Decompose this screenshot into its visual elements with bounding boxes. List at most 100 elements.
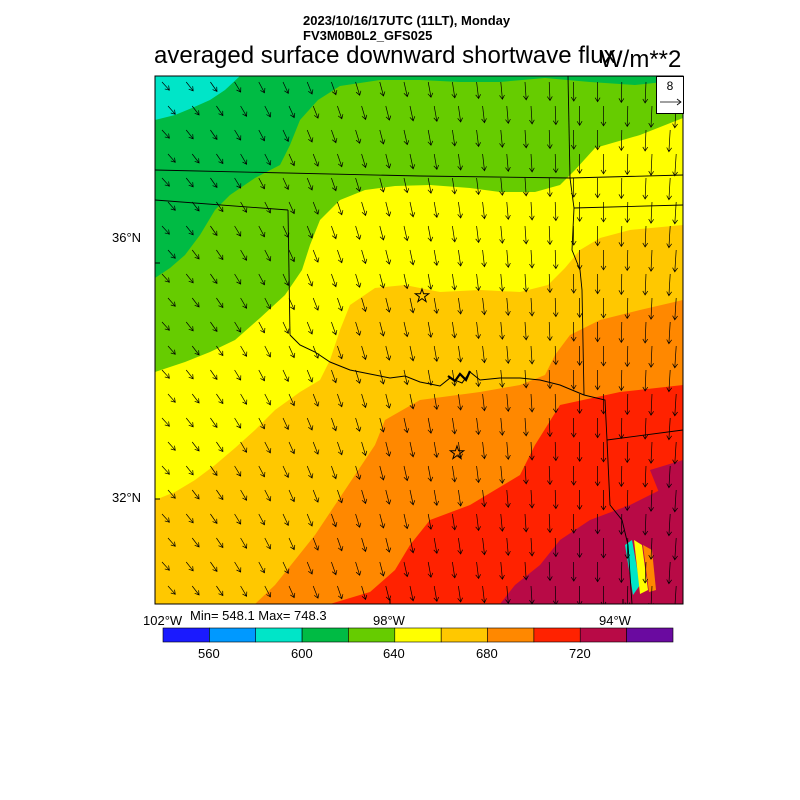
wind-arrow	[457, 345, 463, 363]
wind-arrow	[161, 561, 170, 571]
wind-arrow	[167, 105, 176, 115]
wind-arrow	[666, 465, 672, 489]
wind-arrow	[672, 393, 678, 417]
wind-arrow	[288, 441, 296, 455]
wind-arrow	[403, 417, 410, 434]
wind-arrow	[185, 81, 194, 92]
wind-arrow	[600, 585, 607, 604]
wind-arrow	[306, 369, 314, 383]
wind-arrow	[618, 129, 625, 152]
wind-arrow	[642, 81, 649, 104]
wind-arrow	[618, 273, 625, 296]
wind-arrow	[403, 513, 410, 530]
wind-arrow	[672, 297, 678, 321]
wind-arrow	[624, 345, 631, 368]
wind-arrow	[282, 465, 290, 479]
wind-arrow	[355, 369, 362, 384]
wind-arrow	[523, 465, 529, 485]
wind-arrow	[523, 81, 529, 101]
wind-arrow	[258, 561, 266, 574]
wind-arrow	[427, 513, 434, 530]
wind-arrow	[427, 561, 434, 578]
wind-arrow	[312, 585, 320, 599]
wind-arrow	[191, 537, 200, 548]
colorbar-label-600: 600	[291, 646, 313, 661]
wind-arrow	[210, 369, 218, 381]
lat-label-32n: 32°N	[112, 490, 142, 505]
wind-arrow	[282, 129, 290, 143]
wind-arrow	[570, 561, 577, 582]
wind-arrow	[216, 345, 224, 357]
wind-arrow	[457, 297, 463, 315]
wind-arrow	[288, 249, 296, 263]
wind-arrow	[451, 129, 458, 147]
wind-arrow	[642, 273, 649, 296]
wind-arrow	[499, 465, 505, 484]
wind-arrow	[403, 129, 410, 146]
wind-arrow	[529, 345, 535, 365]
colorbar-label-720: 720	[569, 646, 591, 661]
wind-arrow	[529, 537, 535, 557]
wind-arrow	[642, 225, 649, 248]
vector-key-arrow-icon	[660, 98, 682, 106]
wind-arrow	[642, 369, 649, 392]
wind-arrow	[427, 177, 434, 194]
wind-arrow	[523, 321, 529, 341]
wind-arrow	[264, 201, 272, 214]
wind-arrow	[264, 345, 272, 358]
wind-arrow	[433, 297, 440, 315]
wind-arrow	[385, 201, 392, 217]
wind-arrow	[576, 537, 583, 558]
wind-arrow	[282, 369, 290, 383]
wind-arrow	[306, 81, 314, 95]
wind-arrow	[499, 513, 505, 532]
wind-arrow	[618, 177, 625, 200]
wind-arrow	[288, 201, 296, 215]
wind-arrow	[337, 585, 344, 600]
wind-arrow	[499, 369, 505, 388]
wind-arrow	[547, 321, 553, 342]
wind-arrow	[457, 105, 463, 123]
wind-arrow	[288, 393, 296, 407]
wind-arrow	[451, 273, 458, 291]
wind-arrow	[594, 418, 601, 439]
wind-arrow	[618, 81, 625, 104]
wind-arrow	[547, 369, 553, 390]
wind-arrow	[264, 441, 272, 454]
wind-arrow	[499, 225, 505, 244]
wind-arrow	[337, 297, 344, 312]
wind-vectors	[161, 81, 678, 604]
wind-arrow	[161, 273, 170, 283]
wind-arrow	[505, 249, 511, 268]
wind-arrow	[288, 489, 296, 503]
wind-arrow	[210, 417, 218, 429]
wind-arrow	[355, 465, 362, 480]
colorbar-box	[440, 627, 488, 643]
wind-arrow	[306, 561, 314, 575]
band-dark-green	[155, 76, 683, 278]
wind-arrow	[547, 465, 553, 486]
wind-arrow	[264, 393, 272, 406]
wind-arrow	[331, 225, 338, 240]
wind-arrow	[481, 153, 487, 172]
wind-arrow	[306, 273, 314, 287]
wind-arrow	[481, 585, 487, 604]
wind-arrow	[282, 513, 290, 527]
wind-arrow	[451, 81, 458, 99]
wind-arrow	[624, 105, 631, 128]
wind-arrow	[379, 561, 386, 577]
wind-arrow	[331, 417, 338, 432]
wind-arrow	[409, 345, 416, 362]
wind-arrow	[594, 514, 601, 535]
wind-arrow	[282, 417, 290, 431]
wind-arrow	[552, 105, 559, 126]
wind-arrow	[379, 177, 386, 193]
wind-arrow	[161, 369, 170, 379]
coastal-streak-yellow	[634, 540, 648, 594]
wind-arrow	[547, 513, 553, 534]
colorbar-label-680: 680	[476, 646, 498, 661]
wind-arrow	[210, 465, 218, 477]
lake-texoma	[447, 370, 472, 383]
wind-arrow	[594, 226, 601, 247]
wind-arrow	[451, 465, 458, 483]
